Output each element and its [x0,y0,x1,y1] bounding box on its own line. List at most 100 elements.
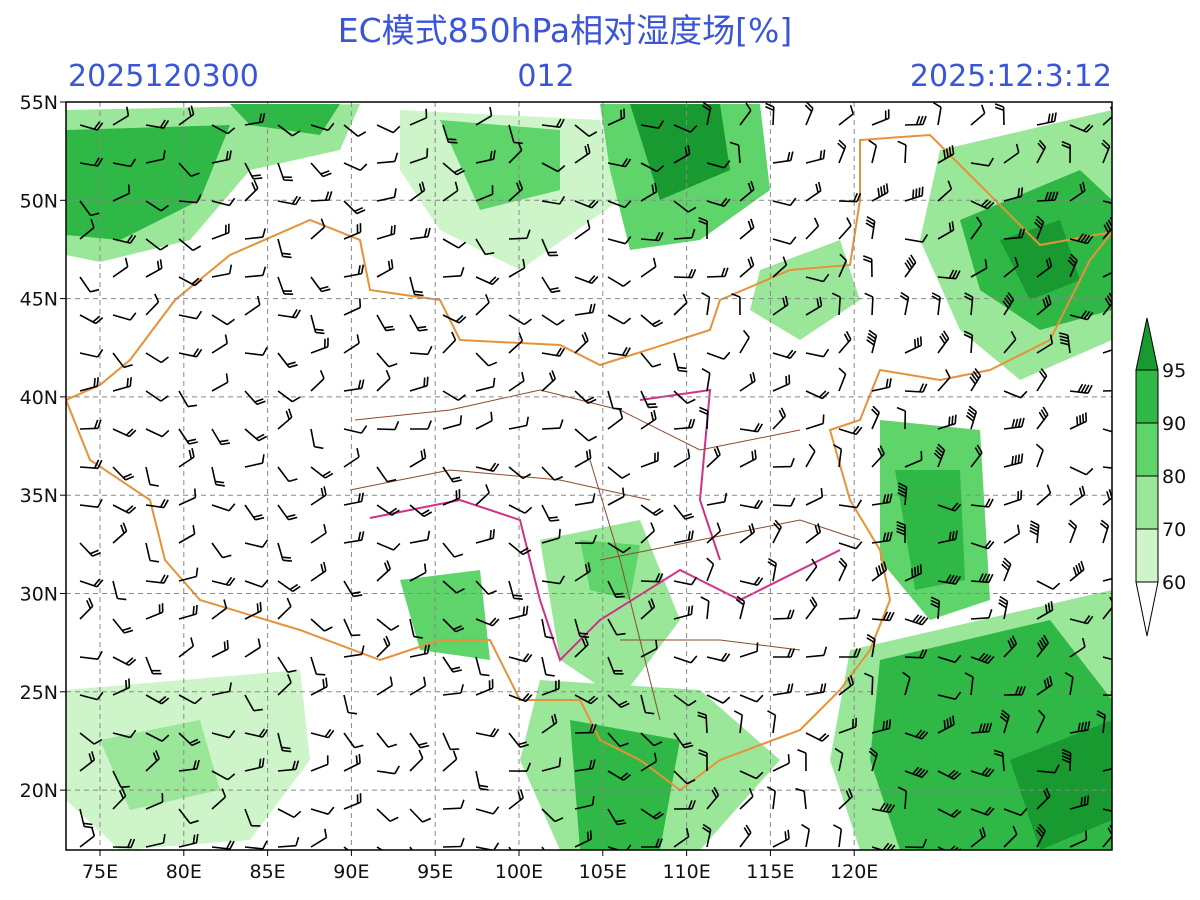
wind-barb [1067,253,1078,278]
wind-barb [508,229,531,240]
wind-barb [409,530,431,544]
wind-barb [931,292,941,316]
wind-barb [145,694,170,705]
wind-barb [1036,787,1051,810]
wind-barb [697,711,708,734]
wind-barb [574,143,591,164]
wind-barb [866,329,878,354]
wind-barb [673,605,694,620]
wind-barb [607,580,625,598]
wind-barb [310,337,329,354]
country-border [66,133,1112,792]
wind-barb [574,199,599,209]
wind-barb [145,792,164,810]
wind-barb [277,276,294,295]
wind-barb [244,638,261,658]
wind-barb [442,489,461,506]
wind-barb [178,390,198,408]
wind-barb [673,576,698,586]
wind-barb [343,162,368,172]
wind-barb [508,504,533,514]
wind-barb [574,694,599,705]
wind-barb [376,542,401,551]
wind-barb [508,416,529,430]
wind-barb [310,428,324,450]
wind-barb [970,608,993,620]
wind-barb [1102,106,1112,126]
wind-barb [640,639,658,658]
wind-barb [1064,672,1074,696]
wind-barb [376,765,400,775]
wind-barb [145,833,166,848]
wind-barb [673,504,695,520]
wind-barb [145,603,164,620]
wind-barb [376,676,393,696]
wind-barb [409,618,423,639]
wind-barb [343,694,358,715]
wind-barb [178,524,196,544]
wind-barb [79,827,96,848]
wind-barb [343,618,361,637]
wind-barb [178,637,195,658]
wind-barb [541,314,565,326]
wind-barb [673,124,698,133]
wind-barb [79,121,104,131]
wind-barb [766,786,776,810]
wind-barb [1036,334,1054,354]
lon-label: 90E [333,861,369,883]
wind-barb [970,444,983,468]
wind-barb [508,605,529,620]
wind-barb [112,312,137,321]
wind-barb [376,560,392,582]
wind-barb [838,425,863,436]
wind-barb [673,827,690,848]
wind-barb [376,259,394,278]
wind-barb [864,672,874,696]
wind-barb [112,838,136,849]
wind-barb [607,732,629,748]
wind-barb [607,409,624,430]
wind-barb [112,352,133,369]
wind-barb [937,808,962,818]
wind-barb [767,557,777,582]
wind-barb [409,345,433,356]
wind-barb [640,162,665,173]
wind-barb [475,656,490,677]
wind-barb [772,683,794,696]
lon-label: 115E [746,861,794,883]
wind-barb [838,331,852,354]
wind-barb [541,757,562,772]
wind-barb [376,152,399,164]
wind-barb [475,679,494,696]
wind-barb [145,150,166,164]
wind-barb [970,652,995,665]
wind-barb [706,492,728,506]
wind-barb [673,228,696,240]
wind-barb [970,767,995,778]
wind-barb [343,732,364,749]
wind-barb [112,428,137,438]
wind-barb [442,618,465,633]
wind-barb [574,390,597,405]
wind-barb [541,118,565,128]
wind-barb [112,618,134,634]
wind-barb [1067,519,1078,544]
wind-barb [1003,524,1021,544]
wind-barb [805,348,830,358]
wind-barb [244,346,268,356]
wind-barb [937,654,962,664]
wind-barb [1036,368,1048,392]
wind-barb [871,719,892,734]
wind-barb [1036,294,1052,316]
wind-barb [178,194,202,204]
wind-barb [673,530,694,544]
wind-barb [79,732,103,745]
wind-barb [442,580,465,594]
wind-barb [574,635,589,658]
wind-barb [442,124,458,144]
wind-barb [739,218,755,240]
wind-barb [211,334,228,354]
wind-barb [112,466,135,481]
wind-barb [508,580,523,600]
wind-barb [211,150,232,164]
